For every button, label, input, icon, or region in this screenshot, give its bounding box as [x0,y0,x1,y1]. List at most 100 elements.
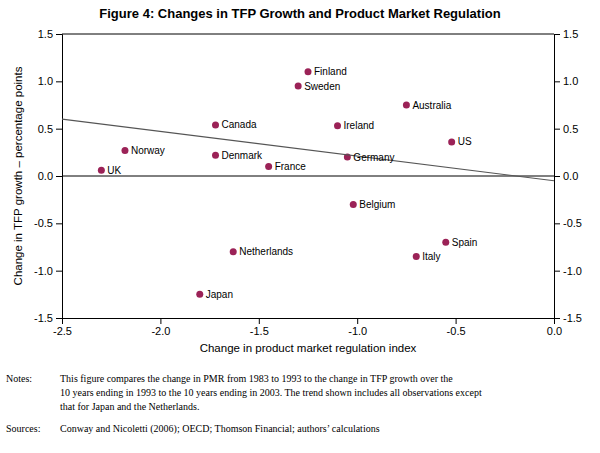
point-label: Norway [131,145,165,156]
point-label: Japan [206,289,233,300]
tick-mark [554,34,560,35]
point-label: Denmark [222,150,264,161]
tick: 1.5 [554,28,578,40]
tick-label: -0.5 [447,325,466,337]
tick: -1.0 [348,318,367,337]
point [196,291,203,298]
tick: 1.5 [38,28,62,40]
tick: 0.0 [547,318,562,337]
tick-mark [56,81,62,82]
tick-mark [56,129,62,130]
tick: -1.0 [34,265,62,277]
tick-label: 0.5 [563,123,578,135]
note-line: that for Japan and the Netherlands. [60,401,199,412]
point-label: Canada [222,119,257,130]
tick-label: 0.0 [38,170,53,182]
tick-mark [56,271,62,272]
tick-label: -0.5 [563,217,582,229]
point [230,248,237,255]
point [448,138,455,145]
point-label: Ireland [344,120,375,131]
point-label: Italy [422,251,440,262]
point-label: Finland [314,66,347,77]
tick-label: 1.5 [563,28,578,40]
tick-label: 0.5 [38,123,53,135]
tick-mark [554,271,560,272]
sources-label: Sources: [6,423,40,434]
y-axis: -1.5 -1.0 -0.5 0.0 0.5 1.0 1.5 [34,28,62,324]
tick: -1.0 [554,265,582,277]
point [295,83,302,90]
note-line: This figure compares the change in PMR f… [60,373,453,384]
tick-mark [554,318,560,319]
point [334,122,341,129]
point-label: Germany [353,152,394,163]
y-axis-title: Change in TFP growth – percentage points [12,66,24,285]
tick-mark [160,318,161,324]
point-label: Belgium [359,199,395,210]
point [121,147,128,154]
point [442,239,449,246]
tick: 1.0 [554,75,578,87]
tick: 0.0 [38,170,62,182]
note-line: 10 years ending in 1993 to the 10 years … [60,387,482,398]
tick-label: -1.0 [348,325,367,337]
notes-label: Notes: [6,373,32,384]
tick-label: -1.0 [34,265,53,277]
plot: -2.5-2.0-1.5-1.0-0.50.0-1.5-1.0-0.50.00.… [12,28,582,354]
tick: -1.5 [554,312,582,324]
tick-mark [56,176,62,177]
tick-label: 1.0 [563,75,578,87]
tick: 0.5 [38,123,62,135]
tick: -0.5 [34,217,62,229]
tick-label: -1.5 [34,312,53,324]
trend-line [62,119,554,181]
point [403,102,410,109]
point [212,152,219,159]
x-axis: -2.5 -2.0 -1.5 -1.0 -0.5 0.0 [53,318,562,337]
tick: -2.5 [53,318,72,337]
point-label: US [458,136,472,147]
tick: -2.0 [151,318,170,337]
point [265,163,272,170]
tick-mark [554,223,560,224]
tick: 0.5 [554,123,578,135]
tick-mark [259,318,260,324]
axis-line [555,35,561,319]
tick-label: 1.5 [38,28,53,40]
point-label: France [275,161,307,172]
axis-line [63,319,555,325]
reference-line [62,176,554,177]
axis-line [56,35,63,319]
point-label: Australia [412,100,451,111]
tick-mark [56,318,62,319]
tick-mark [554,176,560,177]
tick: 1.0 [38,75,62,87]
point [98,167,105,174]
point-label: Spain [452,237,478,248]
tick-label: -1.5 [563,312,582,324]
data-area [62,68,554,297]
tick: -1.5 [34,312,62,324]
tick-mark [554,129,560,130]
tick-mark [456,318,457,324]
point [350,201,357,208]
point-label: Sweden [304,81,340,92]
point [212,121,219,128]
tick-label: 0.0 [563,170,578,182]
point-label: UK [107,165,121,176]
point-labels: Finland Sweden Australia Canada Ireland US Nor… [107,66,477,299]
y2-axis: -1.5 -1.0 -0.5 0.0 0.5 1.0 1.5 [554,28,582,324]
title: Figure 4: Changes in TFP Growth and Prod… [99,6,500,21]
sources: Conway and Nicoletti (2006); OECD; Thoms… [60,423,380,435]
tick-mark [56,223,62,224]
tick-mark [56,34,62,35]
point-label: Netherlands [239,246,293,257]
tick: -0.5 [554,217,582,229]
tick-label: -2.5 [53,325,72,337]
tick: -1.5 [250,318,269,337]
tick-label: -0.5 [34,217,53,229]
point [305,68,312,75]
tick: -0.5 [447,318,466,337]
tick-label: -1.0 [563,265,582,277]
